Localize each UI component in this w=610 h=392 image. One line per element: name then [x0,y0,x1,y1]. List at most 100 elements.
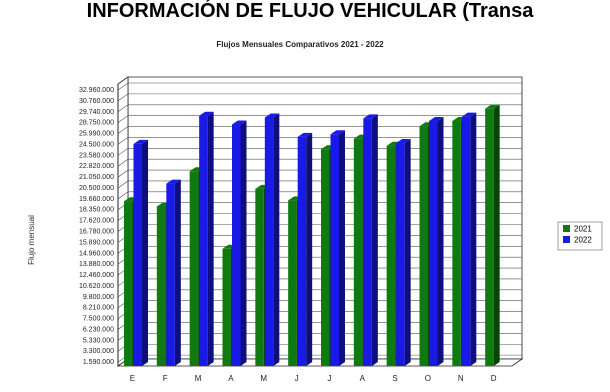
bar-front [133,143,142,366]
bar-front [396,143,405,366]
legend-label: 2022 [574,236,592,245]
y-tick-label: 22.820.000 [79,163,114,170]
bar-side [339,130,345,366]
y-tick-label: 20.500.000 [79,185,114,192]
legend-swatch [563,236,570,243]
y-tick-label: 25.990.000 [79,131,114,138]
y-tick-label: 12.460.000 [79,272,114,279]
gridline [117,115,522,123]
x-tick-label: F [163,374,168,383]
y-tick-label: 8.210.000 [83,305,114,312]
bar-side [273,113,280,366]
bar [461,112,477,366]
x-tick-label: N [458,374,464,383]
y-tick-label: 9.800.000 [83,294,114,301]
bar-front [321,149,330,366]
bar-top [396,139,411,144]
bar-series [124,104,500,367]
bar-front [386,145,396,366]
bar-top [461,112,477,117]
y-tick-label: 32.960.000 [79,87,114,94]
bar-side [207,111,214,366]
bar [166,179,181,366]
bar-front [255,188,264,366]
bar [264,113,280,366]
chart-title: Flujos Mensuales Comparativos 2021 - 202… [216,40,384,49]
y-axis-label: Flujo mensual [27,215,36,265]
bar-side [493,104,500,367]
y-tick-label: 23.580.000 [79,152,114,159]
x-tick-label: S [392,374,397,383]
y-tick-label: 3.300.000 [83,348,114,355]
bar [429,117,444,366]
y-tick-label: 29.740.000 [79,109,114,116]
x-tick-label: A [228,374,234,383]
y-tick-label: 1.590.000 [83,359,114,366]
x-tick-label: A [360,374,366,383]
y-tick-label: 6.230.000 [83,326,114,333]
x-tick-label: O [425,374,431,383]
y-tick-label: 17.620.000 [79,218,114,225]
bar-front [124,201,133,366]
bar [363,114,378,367]
bar-top [429,117,444,122]
bar [133,139,148,366]
bar-front [166,183,175,366]
bar-front [429,121,438,366]
y-axis-ticks: 32.960.000 30.760.000 29.740.000 28.750.000… [79,87,114,366]
bar [232,120,247,366]
bar-top [485,104,500,109]
x-tick-label: M [260,374,267,383]
gridline [117,93,522,102]
bar-front [297,136,307,366]
legend-swatch [563,225,570,232]
bar-top [264,113,280,118]
bar-side [371,114,378,367]
y-tick-label: 19.660.000 [79,196,114,203]
y-tick-label: 13.880.000 [79,261,114,268]
bar-front [452,121,461,366]
legend: 2021 2022 [557,221,603,251]
y-tick-label: 18.350.000 [79,207,114,214]
bar [330,130,345,366]
y-tick-label: 28.750.000 [79,120,114,127]
bar-front [264,117,274,366]
bar-side [404,139,411,366]
y-tick-label: 16.780.000 [79,229,114,236]
bar-front [189,171,199,366]
bar-side [240,120,247,366]
bar-top [297,132,313,137]
bar-front [363,118,372,367]
x-tick-label: E [130,374,135,383]
x-tick-label: J [295,374,299,383]
y-tick-label: 15.890.000 [79,239,114,246]
bar-top [232,120,247,125]
bar-side [306,132,313,366]
y-tick-label: 10.620.000 [79,283,114,290]
legend-label: 2021 [574,225,592,234]
bar-top [363,114,378,119]
y-tick-label: 21.050.000 [79,174,114,181]
gridline [117,126,522,134]
y-tick-label: 5.330.000 [83,337,114,344]
bar [396,139,411,366]
y-tick-label: 14.960.000 [79,250,114,257]
gridline [117,104,522,113]
y-tick-label: 7.500.000 [83,316,114,323]
bar-front [419,126,428,366]
bar-front [485,108,494,367]
gridline [117,137,522,145]
bar-side [142,139,148,366]
x-tick-label: M [195,374,202,383]
bar-side [174,179,181,366]
bar-top [133,139,148,144]
bar-front [222,248,231,366]
bar-top [199,111,214,116]
bar-front [232,124,241,366]
bar-front [288,200,297,366]
y-tick-label: 30.760.000 [79,98,114,105]
bar-front [156,206,166,366]
bar-front [353,138,363,366]
